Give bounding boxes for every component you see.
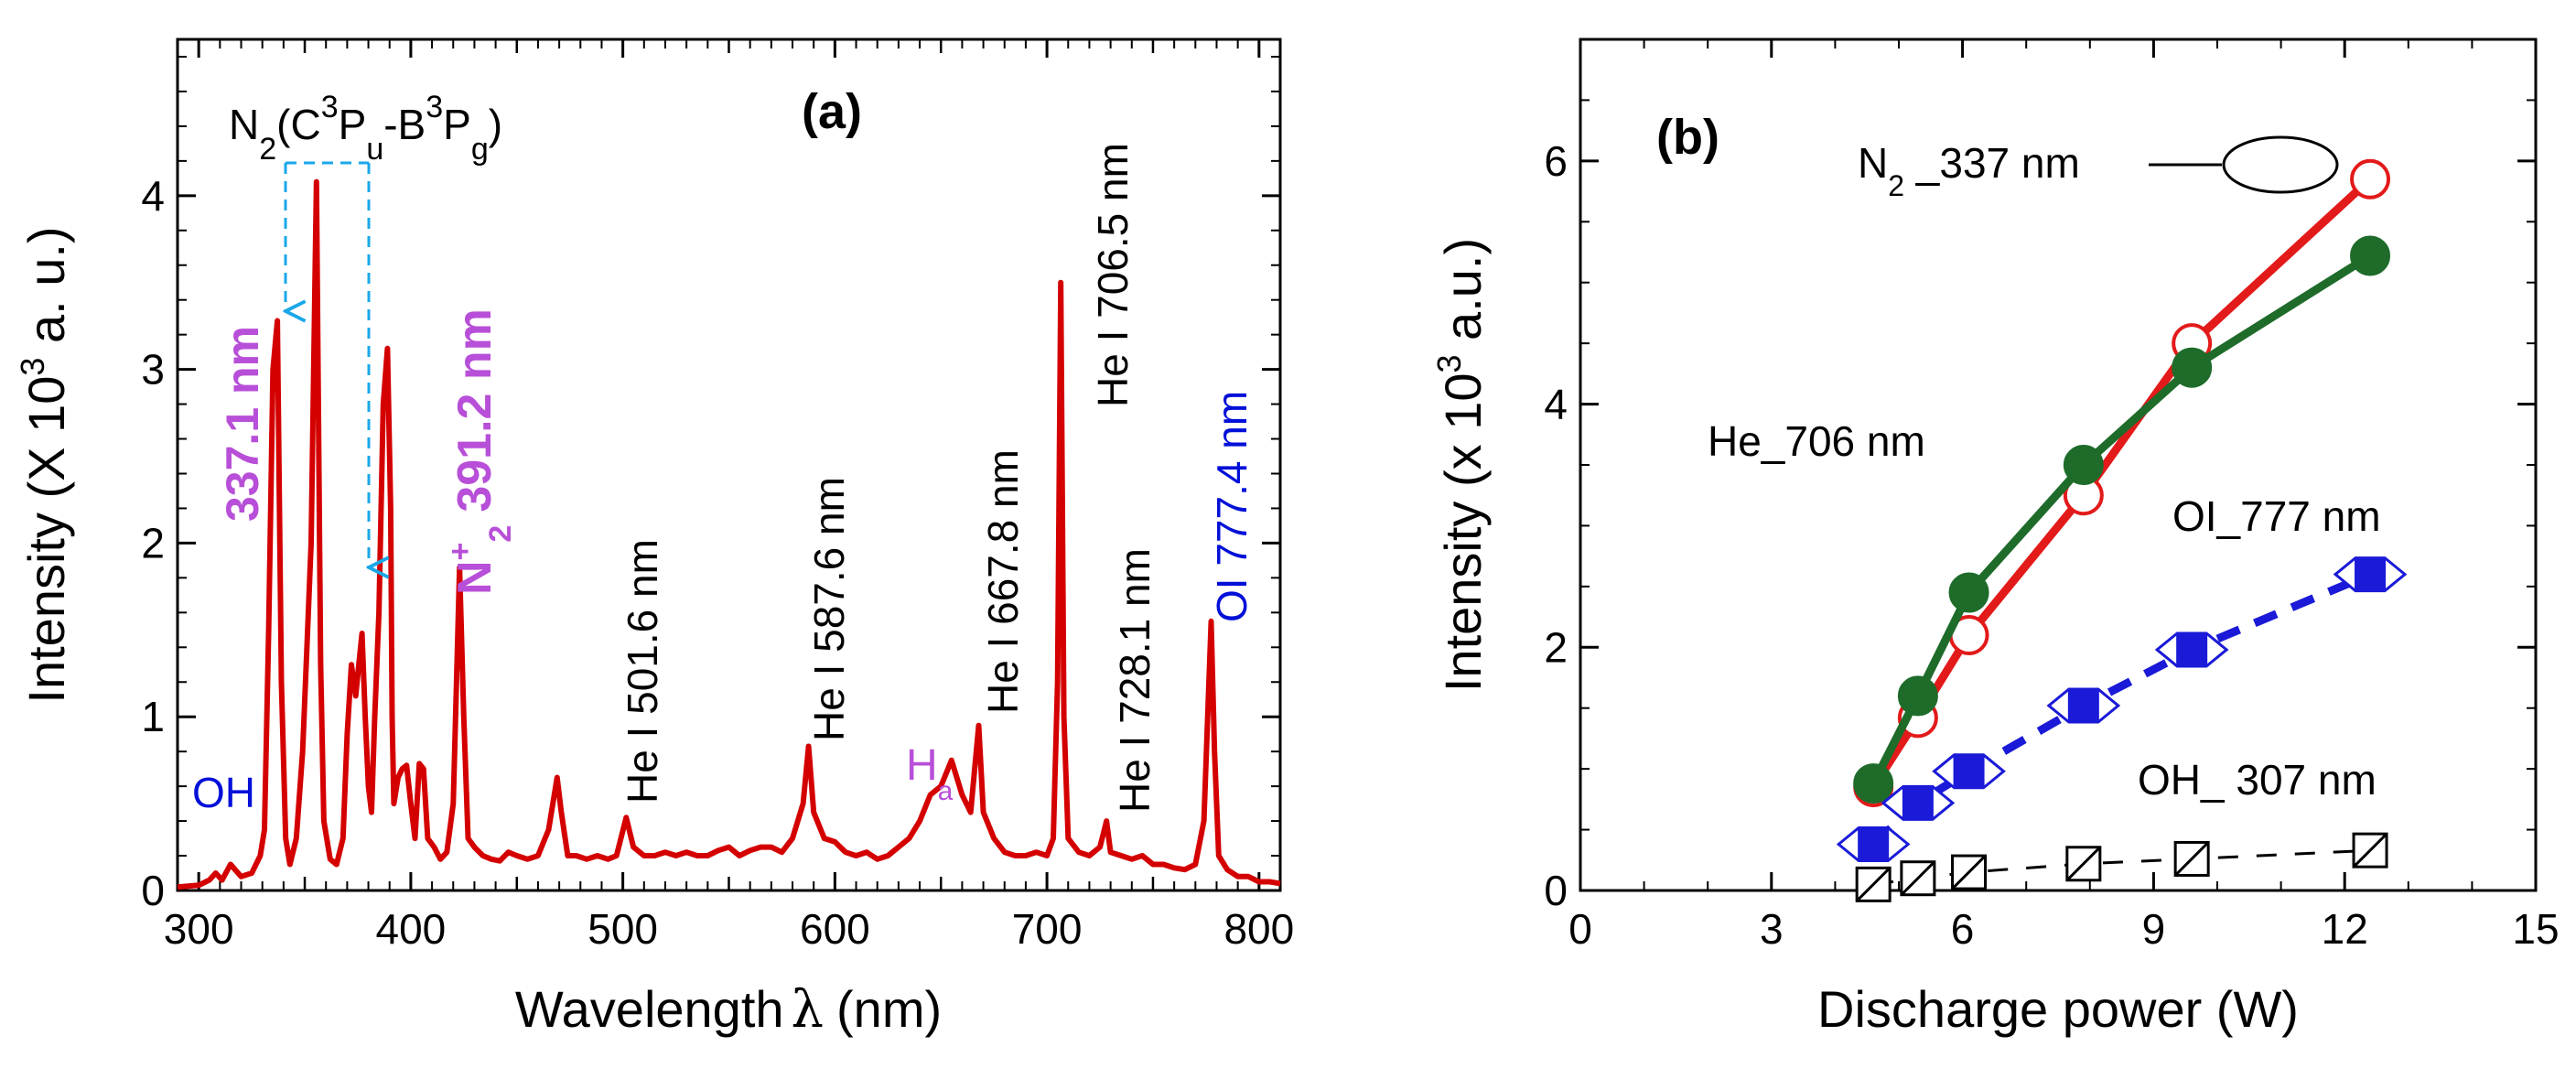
data-point-marker [2154,631,2229,668]
panel-b-ticks [1579,39,2538,892]
he-667-label: He I 667.8 nm [979,449,1027,714]
panel-a-label: (a) [802,84,862,139]
he-706-label: He I 706.5 nm [1089,143,1137,407]
panel-a-tick-labels: 300 400 500 600 700 800 0 1 2 3 4 [141,172,1294,953]
series-line [1870,176,2374,790]
panel-b-y-tick-label: 6 [1544,137,1568,185]
panel-a-y-tick-label: 1 [141,693,165,740]
panel-a-y-axis-title: Intensity (X 103 a. u.) [14,226,75,703]
data-point-marker [1900,860,1936,897]
panel-b-intensity-chart: 0 3 6 9 12 15 0 2 4 6 Discharge power (W) Intensi… [1430,38,2560,1038]
data-point-marker [2172,347,2213,388]
data-point-marker [2350,235,2391,276]
peak-label-n2plus: N+2391.2 nm [443,308,518,595]
data-point-marker [1897,675,1938,717]
panel-a-x-tick-label: 600 [800,905,870,953]
panel-a-x-tick-label: 800 [1223,905,1294,953]
panel-b-x-tick-label: 15 [2512,905,2559,953]
data-point-marker [2333,556,2408,593]
panel-a-y-tick-label: 4 [141,172,165,220]
panel-a-y-tick-label: 0 [141,867,165,914]
panel-b-y-tick-label: 2 [1544,623,1568,671]
data-point-marker [1853,763,1894,804]
panel-b-series-3 [1855,832,2388,902]
data-point-marker [2173,840,2210,877]
n2-337-series-label: N2 _337 nm [1858,139,2080,202]
data-point-marker [2352,832,2388,869]
panel-a-y-tick-label: 3 [141,346,165,394]
peak-label-337: 337.1 nm [217,326,268,522]
oi-777-series-label: OI_777 nm [2172,492,2381,540]
panel-a-ticks [177,39,1281,892]
series-line [1872,848,2371,886]
data-point-marker [2065,846,2102,882]
data-point-marker [2046,687,2121,724]
he-728-label: He I 728.1 nm [1111,548,1159,813]
panel-b-x-tick-label: 0 [1568,905,1592,953]
panel-b-y-tick-label: 4 [1544,381,1568,428]
panel-b-x-tick-label: 9 [2142,905,2166,953]
data-point-marker [1855,866,1892,902]
panel-b-tick-labels: 0 3 6 9 12 15 0 2 4 6 [1544,137,2559,953]
panel-b-y-tick-label: 0 [1544,867,1568,914]
n2-band-label: N2(C3Pu-B3Pg) [229,90,502,167]
panel-a-x-tick-label: 300 [164,905,234,953]
panel-b-series-1 [1853,235,2391,804]
n2-highlight-ellipse [2222,135,2339,194]
panel-a-y-tick-label: 2 [141,519,165,566]
panel-b-x-tick-label: 12 [2322,905,2368,953]
he-587-label: He I 587.6 nm [805,477,853,741]
panel-a-x-tick-label: 700 [1012,905,1083,953]
data-point-marker [1836,826,1911,863]
data-point-marker [1951,854,1988,890]
data-point-marker [2350,158,2391,200]
panel-b-x-tick-label: 6 [1951,905,1975,953]
panel-a-x-tick-label: 500 [587,905,658,953]
data-point-marker [1948,572,1989,613]
oh-307-series-label: OH_ 307 nm [2138,756,2377,804]
oh-label: OH [192,769,255,816]
panel-b-x-axis-title: Discharge power (W) [1817,980,2299,1038]
he-706-series-label: He_706 nm [1708,417,1925,465]
data-point-marker [2063,445,2104,485]
data-point-marker [1932,753,2006,790]
panel-b-series-0 [1853,158,2391,808]
panel-b-x-tick-label: 3 [1760,905,1784,953]
he-501-label: He I 501.6 nm [619,539,666,804]
panel-b-label: (b) [1656,110,1719,165]
panel-b-series-2 [1836,556,2408,863]
oi-777-label: OI 777.4 nm [1208,391,1256,622]
h-alpha-label: Ha [906,741,954,806]
panel-b-series [1836,158,2408,902]
data-point-marker [1881,784,1956,821]
panel-a-spectrum-line [177,178,1281,890]
panel-a-x-axis-title: Wavelength λ (nm) [515,980,942,1040]
panel-a-x-tick-label: 400 [376,905,447,953]
panel-b-y-axis-title: Intensity (x 103 a.u.) [1430,238,1492,692]
